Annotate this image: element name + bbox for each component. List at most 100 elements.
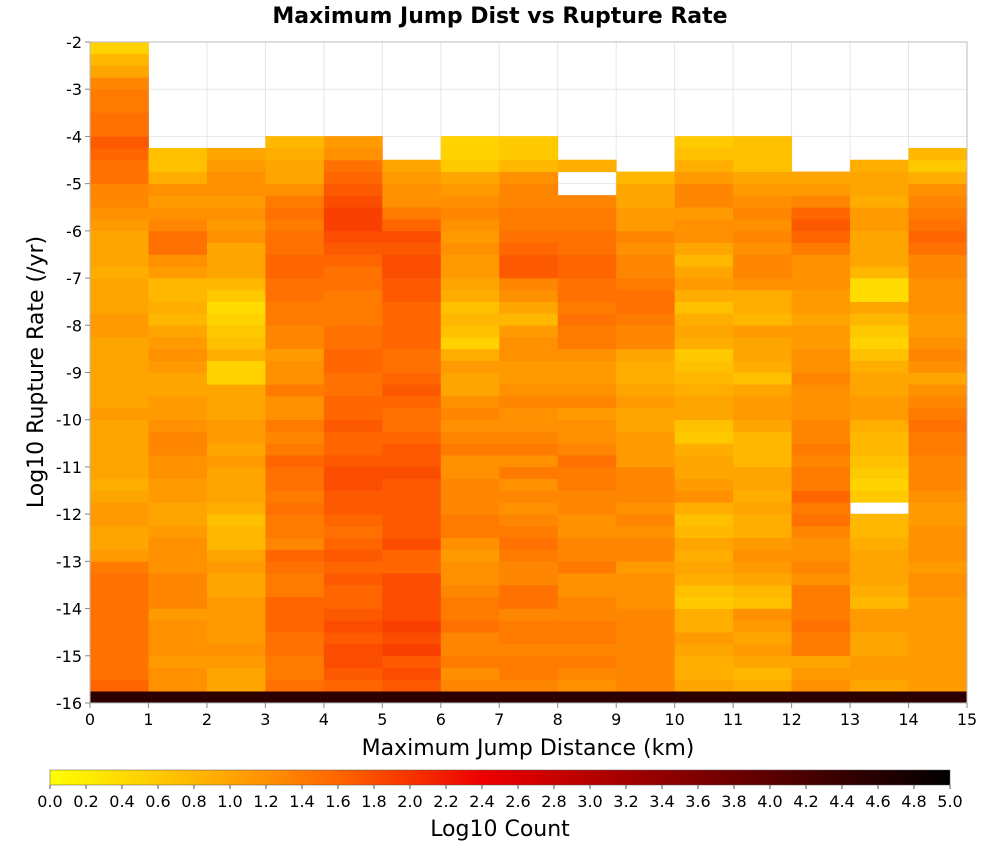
heatmap-cell: [557, 431, 617, 444]
heatmap-cell: [323, 159, 383, 173]
heatmap-cell: [382, 324, 442, 338]
heatmap-cell: [616, 230, 676, 243]
heatmap-cell: [148, 384, 208, 397]
heatmap-cell: [791, 336, 851, 350]
y-tick-label: -9: [66, 364, 82, 383]
heatmap-cell: [850, 336, 909, 350]
heatmap-cell: [90, 53, 149, 66]
heatmap-cell: [674, 690, 734, 703]
heatmap-cell: [616, 301, 676, 314]
heatmap-cell: [323, 324, 383, 338]
heatmap-cell: [791, 289, 851, 302]
heatmap-cell: [148, 667, 208, 680]
heatmap-cell: [499, 218, 559, 232]
heatmap-cell: [90, 112, 149, 125]
heatmap-cell: [616, 360, 676, 373]
heatmap-cell: [674, 443, 734, 456]
heatmap-cell: [148, 301, 208, 314]
heatmap-cell: [440, 655, 500, 668]
heatmap-cell: [674, 608, 734, 621]
heatmap-cell: [265, 301, 325, 314]
heatmap-cell: [440, 513, 500, 527]
heatmap-cell: [908, 419, 967, 432]
heatmap-cell: [674, 620, 734, 633]
heatmap-cell: [557, 419, 617, 432]
heatmap-cell: [616, 655, 676, 668]
heatmap-cell: [323, 183, 383, 196]
heatmap-cell: [850, 230, 909, 243]
heatmap-cell: [791, 384, 851, 397]
heatmap-cell: [908, 171, 967, 184]
heatmap-cell: [499, 230, 559, 243]
heatmap-cell: [733, 301, 792, 314]
heatmap-cell: [674, 643, 734, 657]
heatmap-cell: [674, 584, 734, 598]
heatmap-cell: [674, 490, 734, 503]
heatmap-cell: [90, 478, 149, 491]
heatmap-cell: [382, 348, 442, 361]
heatmap-cell: [791, 395, 851, 409]
x-tick-label: 15: [957, 710, 977, 729]
colorbar-tick-label: 0.4: [109, 792, 134, 811]
heatmap-cell: [323, 395, 383, 409]
heatmap-cell: [265, 490, 325, 503]
heatmap-cell: [733, 596, 792, 609]
heatmap-cell: [323, 171, 383, 184]
heatmap-cell: [791, 454, 851, 468]
heatmap-cell: [557, 218, 617, 232]
heatmap-cell: [148, 572, 208, 586]
heatmap-cell: [148, 395, 208, 409]
heatmap-cell: [90, 277, 149, 291]
colorbar-tick-label: 0.0: [37, 792, 62, 811]
x-tick-label: 1: [143, 710, 153, 729]
heatmap-cell: [674, 454, 734, 468]
heatmap-cell: [440, 667, 500, 680]
heatmap-cell: [791, 549, 851, 562]
heatmap-cell: [440, 525, 500, 539]
heatmap-cell: [323, 289, 383, 302]
heatmap-cell: [908, 230, 967, 243]
heatmap-cell: [908, 643, 967, 657]
heatmap-cell: [90, 348, 149, 361]
heatmap-cell: [440, 395, 500, 409]
heatmap-cell: [148, 608, 208, 621]
heatmap-cell: [850, 631, 909, 645]
heatmap-cell: [206, 655, 266, 668]
heatmap-cell: [674, 218, 734, 232]
heatmap-cell: [908, 360, 967, 373]
heatmap-cell: [674, 195, 734, 208]
heatmap-cell: [90, 667, 149, 680]
heatmap-cell: [206, 183, 266, 196]
heatmap-cell: [206, 159, 266, 173]
heatmap-cell: [733, 655, 792, 668]
heatmap-cell: [616, 596, 676, 609]
heatmap-cell: [908, 596, 967, 609]
heatmap-cell: [733, 384, 792, 397]
heatmap-cells: [90, 42, 967, 703]
heatmap-cell: [206, 443, 266, 456]
heatmap-cell: [674, 395, 734, 409]
heatmap-cell: [382, 230, 442, 243]
heatmap-cell: [850, 183, 909, 196]
y-tick-label: -10: [56, 411, 82, 430]
heatmap-cell: [323, 407, 383, 421]
heatmap-cell: [265, 667, 325, 680]
heatmap-cell: [499, 502, 559, 515]
heatmap-cell: [791, 608, 851, 621]
heatmap-cell: [850, 289, 909, 302]
heatmap-cell: [733, 466, 792, 480]
colorbar-tick-label: 2.2: [433, 792, 458, 811]
heatmap-cell: [674, 525, 734, 539]
colorbar-tick-label: 2.4: [469, 792, 494, 811]
heatmap-cell: [908, 395, 967, 409]
heatmap-cell: [265, 643, 325, 657]
heatmap-cell: [499, 490, 559, 503]
heatmap-cell: [557, 690, 617, 703]
heatmap-cell: [499, 690, 559, 703]
heatmap-cell: [499, 395, 559, 409]
heatmap-cell: [265, 620, 325, 633]
heatmap-cell: [733, 572, 792, 586]
heatmap-cell: [440, 407, 500, 421]
heatmap-cell: [499, 631, 559, 645]
